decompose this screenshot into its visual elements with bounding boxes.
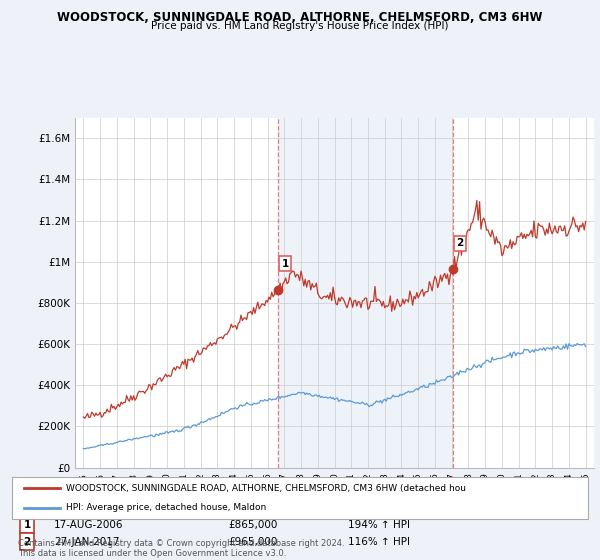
Text: Contains HM Land Registry data © Crown copyright and database right 2024.
This d: Contains HM Land Registry data © Crown c…: [18, 539, 344, 558]
Text: 194% ↑ HPI: 194% ↑ HPI: [348, 520, 410, 530]
Bar: [278, 118, 453, 468]
Text: 2: 2: [23, 536, 31, 547]
Text: 116% ↑ HPI: 116% ↑ HPI: [348, 536, 410, 547]
Text: HPI: Average price, detached house, Maldon: HPI: Average price, detached house, Mald…: [66, 503, 266, 512]
Text: £965,000: £965,000: [228, 536, 277, 547]
Text: 1: 1: [281, 259, 289, 269]
Text: WOODSTOCK, SUNNINGDALE ROAD, ALTHORNE, CHELMSFORD, CM3 6HW: WOODSTOCK, SUNNINGDALE ROAD, ALTHORNE, C…: [57, 11, 543, 24]
Text: 2: 2: [456, 238, 463, 248]
Text: 1: 1: [23, 520, 31, 530]
Text: 17-AUG-2006: 17-AUG-2006: [54, 520, 124, 530]
Text: 27-JAN-2017: 27-JAN-2017: [54, 536, 119, 547]
Text: £865,000: £865,000: [228, 520, 277, 530]
Text: Price paid vs. HM Land Registry's House Price Index (HPI): Price paid vs. HM Land Registry's House …: [151, 21, 449, 31]
Text: WOODSTOCK, SUNNINGDALE ROAD, ALTHORNE, CHELMSFORD, CM3 6HW (detached hou: WOODSTOCK, SUNNINGDALE ROAD, ALTHORNE, C…: [66, 484, 466, 493]
